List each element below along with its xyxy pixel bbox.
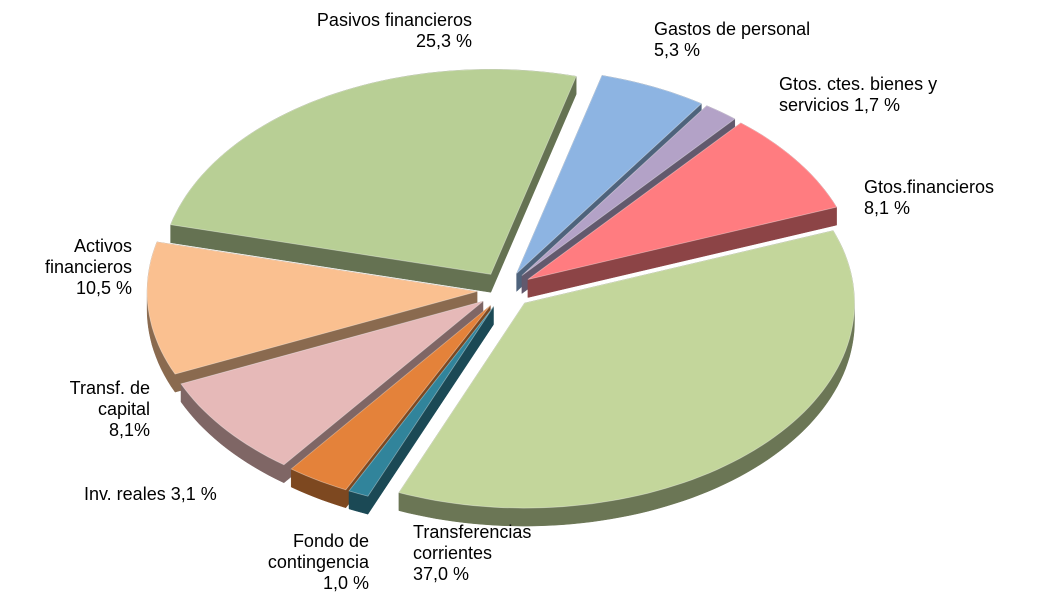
value-label: 8,1 % <box>864 198 911 218</box>
category-label: Inv. reales <box>84 484 166 504</box>
category-label: Gtos.financieros <box>864 177 995 197</box>
slice-label: Inv. reales 3,1 % <box>84 484 284 505</box>
value-label: 3,1 % <box>170 484 217 504</box>
category-label: Fondo de contingencia <box>267 531 369 572</box>
slice <box>527 122 838 280</box>
slice <box>398 230 855 509</box>
slice <box>516 74 703 274</box>
category-label: Gastos de personal <box>654 19 811 39</box>
slice-label: Transferencias corrientes 37,0 % <box>413 522 578 585</box>
value-label: 5,3 % <box>654 40 701 60</box>
category-label: Transferencias corrientes <box>413 522 532 563</box>
value-label: 25,3 % <box>415 31 472 51</box>
slice-label: Gtos. ctes. bienes y servicios 1,7 % <box>779 74 959 116</box>
slice <box>521 105 736 276</box>
value-label: 8,1% <box>108 420 150 440</box>
slice-label: Activos financieros 10,5 % <box>10 236 132 299</box>
slice-label: Gtos.financieros 8,1 % <box>864 177 1044 219</box>
value-label: 37,0 % <box>413 564 470 584</box>
slice <box>146 241 478 375</box>
slice <box>170 68 577 275</box>
category-label: Activos financieros <box>44 236 132 277</box>
value-label: 1,7 % <box>854 95 901 115</box>
slice-label: Gastos de personal 5,3 % <box>654 19 884 61</box>
slice <box>290 305 491 491</box>
slice-label: Pasivos financieros 25,3 % <box>250 10 472 52</box>
value-label: 1,0 % <box>322 573 369 593</box>
slice-label: Transf. de capital 8,1% <box>50 378 150 441</box>
category-label: Gtos. ctes. bienes y servicios <box>779 74 938 115</box>
slice <box>348 306 494 497</box>
category-label: Pasivos financieros <box>316 10 472 30</box>
slice <box>180 300 484 466</box>
value-label: 10,5 % <box>75 278 132 298</box>
slice-label: Fondo de contingencia 1,0 % <box>225 531 369 594</box>
category-label: Transf. de capital <box>69 378 150 419</box>
